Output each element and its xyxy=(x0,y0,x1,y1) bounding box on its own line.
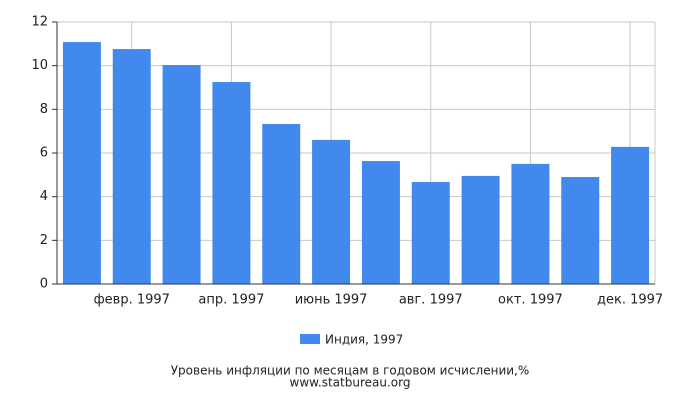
y-tick-label: 4 xyxy=(40,189,48,204)
bar xyxy=(611,146,650,284)
bar xyxy=(112,49,151,284)
bar xyxy=(162,65,201,285)
x-tick-label: дек. 1997 xyxy=(597,293,663,308)
bar xyxy=(312,139,351,284)
bar xyxy=(511,163,550,284)
x-tick-label: авг. 1997 xyxy=(399,293,463,308)
y-tick-label: 8 xyxy=(40,102,48,117)
x-tick-label: апр. 1997 xyxy=(198,293,264,308)
y-tick-label: 0 xyxy=(40,277,48,292)
bar xyxy=(62,42,101,284)
x-tick-label: февр. 1997 xyxy=(94,293,170,308)
y-tick-label: 10 xyxy=(31,58,48,73)
x-tick-label: окт. 1997 xyxy=(498,293,563,308)
y-tick-label: 6 xyxy=(40,146,48,161)
x-tick-label: июнь 1997 xyxy=(295,293,368,308)
y-tick-label: 12 xyxy=(31,15,48,30)
bar xyxy=(461,175,500,284)
bar xyxy=(212,82,251,285)
bar xyxy=(411,182,450,284)
bar xyxy=(561,177,600,284)
bar xyxy=(262,123,301,284)
y-tick-label: 2 xyxy=(40,233,48,248)
chart-title: Уровень инфляции по месяцам в годовом ис… xyxy=(171,364,530,378)
legend-swatch xyxy=(300,334,320,344)
legend-label: Индия, 1997 xyxy=(325,333,403,347)
bar xyxy=(361,161,400,284)
chart-source: www.statbureau.org xyxy=(290,376,411,390)
